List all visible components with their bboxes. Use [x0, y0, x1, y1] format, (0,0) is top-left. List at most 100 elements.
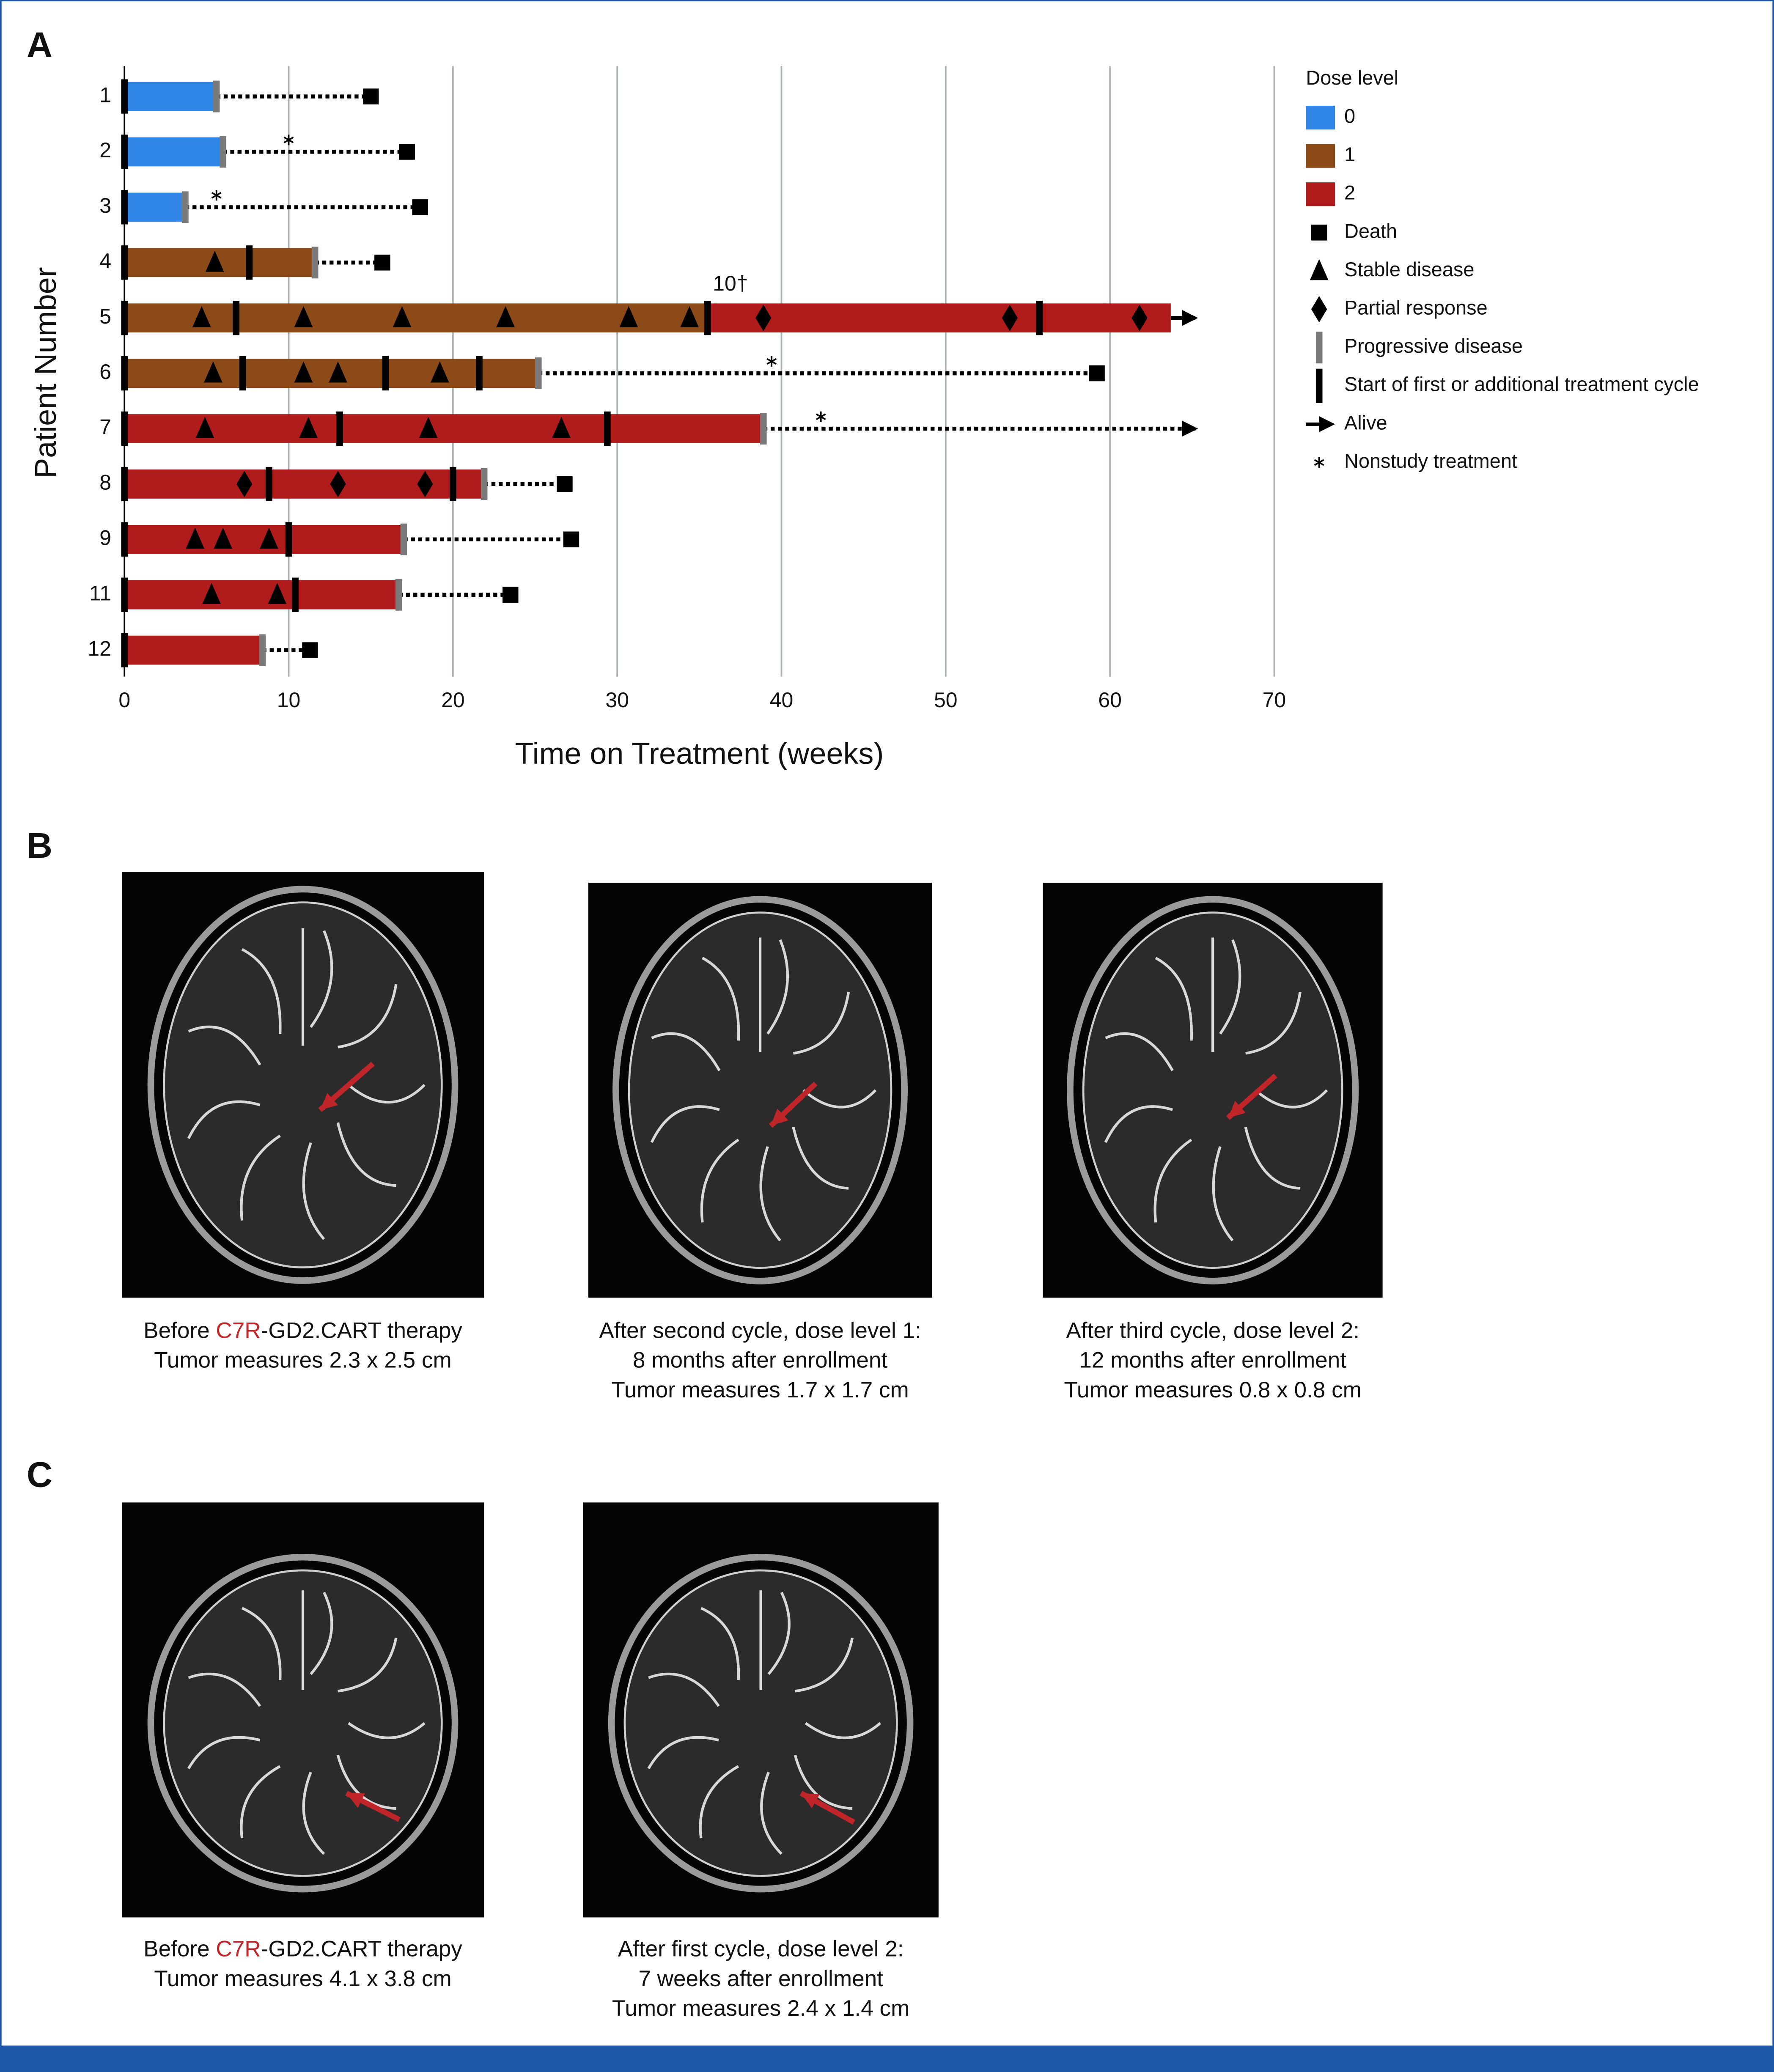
caption-line: Tumor measures 4.1 x 3.8 cm	[154, 1966, 451, 1991]
sulcus	[338, 984, 398, 1048]
caption-line: 7 weeks after enrollment	[638, 1966, 883, 1991]
sulcus	[240, 1765, 281, 1839]
cycle-marker	[382, 356, 389, 391]
arrow-head	[346, 1793, 365, 1808]
stable-marker	[419, 417, 438, 438]
patient-label: 12	[88, 637, 111, 660]
patient-label: 6	[99, 360, 111, 384]
cycle-marker	[476, 356, 483, 391]
caption-line: After third cycle, dose level 2:	[1066, 1318, 1359, 1343]
death-marker	[557, 476, 573, 492]
dose-bar	[124, 192, 185, 222]
panel-label: B	[27, 826, 52, 865]
cycle-marker	[121, 79, 128, 114]
stable-marker	[204, 361, 222, 383]
progression-marker	[400, 523, 407, 555]
stable-marker	[192, 306, 211, 327]
legend-label: Stable disease	[1344, 258, 1474, 280]
sulcus	[310, 930, 333, 1028]
caption-line: 12 months after enrollment	[1079, 1348, 1346, 1373]
caption-line: 8 months after enrollment	[633, 1348, 887, 1373]
patient-label: 8	[99, 471, 111, 494]
sulcus	[699, 1765, 739, 1839]
x-axis-label: Time on Treatment (weeks)	[515, 737, 884, 771]
cycle-marker	[1036, 301, 1043, 335]
cycle-marker	[239, 356, 246, 391]
sulcus	[805, 1722, 882, 1739]
cycle-marker	[121, 467, 128, 502]
sulcus	[347, 1084, 426, 1104]
legend-icon	[1311, 225, 1327, 241]
skull	[1067, 896, 1359, 1284]
stable-marker	[205, 250, 224, 272]
legend-icon	[1314, 457, 1324, 468]
mri-image	[588, 883, 932, 1298]
death-marker	[412, 199, 428, 215]
stable-marker	[619, 306, 638, 327]
x-tick-label: 10	[277, 688, 301, 712]
nonstudy-marker	[766, 356, 777, 367]
x-tick-label: 60	[1098, 688, 1122, 712]
stable-marker	[393, 306, 412, 327]
legend-label: 0	[1344, 105, 1355, 127]
progression-marker	[395, 579, 402, 611]
panel-label: C	[27, 1455, 52, 1494]
cycle-marker	[450, 467, 456, 502]
caption-line: After first cycle, dose level 2:	[618, 1937, 904, 1962]
mri-image	[583, 1502, 939, 1918]
stable-marker	[299, 417, 318, 438]
x-tick-label: 40	[770, 688, 794, 712]
cycle-marker	[121, 577, 128, 612]
cycle-marker	[292, 577, 299, 612]
progression-marker	[481, 468, 488, 500]
sulcus	[700, 1139, 739, 1223]
skull	[608, 1553, 914, 1893]
partial-marker	[755, 305, 772, 331]
caption-line: Before C7R-GD2.CART therapy	[143, 1937, 462, 1962]
legend-label: Progressive disease	[1344, 335, 1523, 357]
caption-line: Tumor measures 2.3 x 2.5 cm	[154, 1348, 451, 1373]
dose-bar	[124, 82, 217, 111]
patient-label: 4	[99, 249, 111, 273]
skull	[147, 1553, 459, 1893]
sulcus	[1105, 1032, 1174, 1071]
legend-swatch	[1306, 182, 1335, 206]
caption-line: Tumor measures 0.8 x 0.8 cm	[1064, 1378, 1361, 1402]
stable-marker	[268, 583, 287, 604]
dose-bar	[707, 303, 1171, 333]
sulcus	[1219, 939, 1241, 1035]
sulcus	[759, 1146, 781, 1242]
cycle-marker	[266, 467, 272, 502]
stable-marker	[202, 583, 221, 604]
cycle-marker	[121, 190, 128, 225]
cycle-marker	[121, 356, 128, 391]
caption-line: Tumor measures 2.4 x 1.4 cm	[612, 1996, 909, 2021]
sulcus	[760, 1772, 783, 1855]
sulcus	[241, 1607, 282, 1680]
sulcus	[241, 948, 282, 1034]
legend-title: Dose level	[1306, 67, 1398, 89]
death-marker	[1089, 365, 1105, 381]
sulcus	[348, 1722, 426, 1739]
skull	[612, 896, 908, 1284]
annotation: 10†	[713, 272, 748, 295]
sulcus	[302, 1142, 325, 1240]
nonstudy-marker	[816, 411, 826, 422]
sulcus	[647, 1736, 719, 1770]
death-marker	[374, 255, 390, 271]
sulcus	[302, 1771, 325, 1855]
progression-marker	[213, 80, 220, 113]
brain	[623, 1569, 898, 1877]
sulcus	[802, 1089, 877, 1109]
cycle-marker	[121, 633, 128, 667]
dose-bar	[124, 137, 223, 167]
mri-image	[121, 872, 484, 1298]
sulcus	[1212, 1146, 1234, 1242]
death-marker	[399, 144, 415, 160]
arrow-head	[320, 1093, 338, 1110]
sulcus	[336, 1122, 396, 1187]
cycle-marker	[233, 301, 240, 335]
dose-bar	[124, 635, 263, 665]
patient-label: 3	[99, 194, 111, 217]
cycle-marker	[121, 301, 128, 335]
